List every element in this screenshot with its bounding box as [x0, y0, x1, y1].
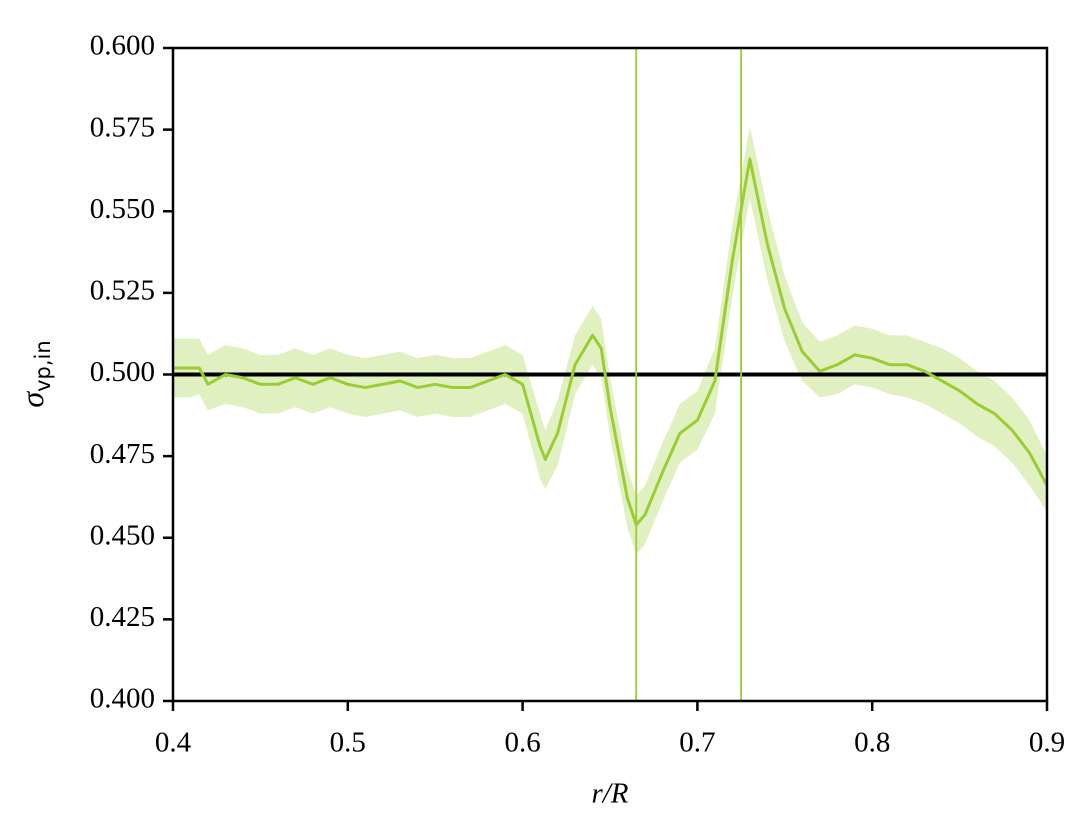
- y-axis-subscript: vp,in: [31, 340, 55, 392]
- x-tick-label: 0.5: [330, 727, 366, 759]
- y-tick-label: 0.575: [90, 111, 155, 143]
- x-axis-label: r/R: [591, 778, 628, 810]
- y-axis-symbol: σ: [14, 391, 50, 408]
- x-tick-label: 0.8: [854, 727, 890, 759]
- y-tick-label: 0.450: [90, 519, 155, 551]
- confidence-band: [173, 126, 1047, 555]
- x-tick-label: 0.6: [504, 727, 540, 759]
- y-axis-label: σvp,in: [14, 340, 55, 407]
- x-tick-label: 0.7: [679, 727, 715, 759]
- y-tick-label: 0.525: [90, 275, 155, 307]
- y-tick-label: 0.475: [90, 438, 155, 470]
- y-tick-label: 0.425: [90, 601, 155, 633]
- x-tick-label: 0.4: [155, 727, 192, 759]
- y-tick-label: 0.550: [90, 193, 155, 225]
- data-line: [173, 157, 1049, 527]
- y-tick-label: 0.500: [90, 356, 155, 388]
- y-tick-label: 0.600: [90, 30, 155, 62]
- y-tick-label: 0.400: [90, 683, 155, 715]
- x-tick-label: 0.9: [1029, 727, 1065, 759]
